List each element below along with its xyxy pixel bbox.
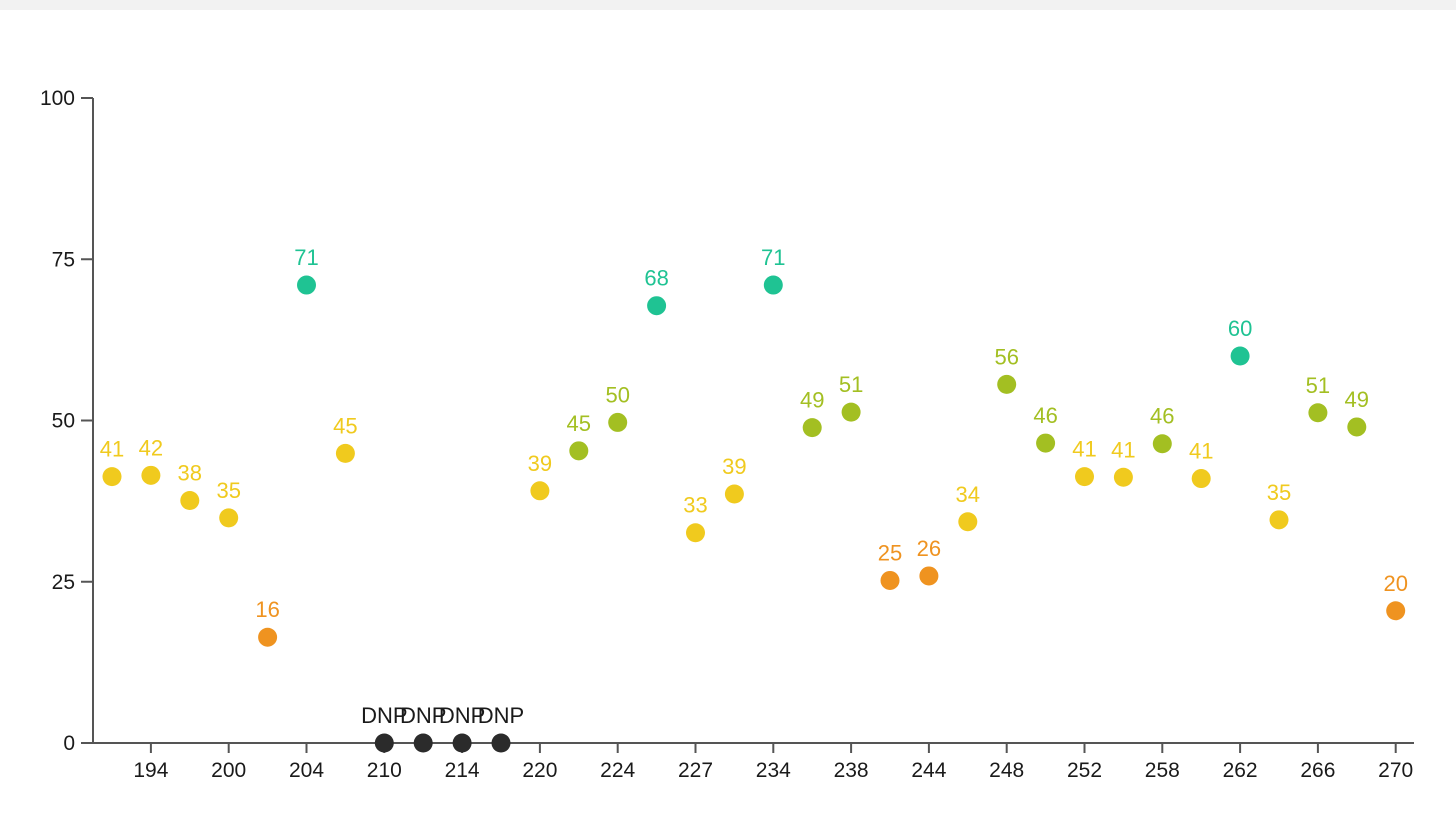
data-point <box>1308 403 1328 423</box>
data-label: 49 <box>800 388 824 413</box>
data-point <box>1036 433 1056 453</box>
x-tick-label: 210 <box>367 759 402 782</box>
data-label: 45 <box>567 411 591 436</box>
data-labels: 41 423835167145DNPDNPDNPDNP39455068333971… <box>100 245 1408 728</box>
x-tick-label: 200 <box>211 759 246 782</box>
x-tick-label: 234 <box>756 759 791 782</box>
y-axis: 0 25 50 75 100 <box>40 87 94 755</box>
data-point <box>1230 346 1250 366</box>
data-label: 35 <box>1267 480 1291 505</box>
data-label: 35 <box>216 478 240 503</box>
data-label: 33 <box>683 493 707 518</box>
data-label: 51 <box>1306 373 1330 398</box>
data-point <box>724 484 744 504</box>
x-tick-label: 270 <box>1378 759 1413 782</box>
data-label: 26 <box>917 536 941 561</box>
data-point <box>763 275 783 295</box>
data-label: 41 <box>1111 437 1135 462</box>
y-tick-label: 100 <box>40 87 75 110</box>
data-label: 49 <box>1345 387 1369 412</box>
data-label: 39 <box>528 451 552 476</box>
data-point <box>297 275 316 295</box>
data-point <box>258 627 278 647</box>
data-point <box>880 570 900 590</box>
data-label: 41 <box>100 437 124 462</box>
data-label: DNP <box>361 703 407 728</box>
data-point <box>374 733 394 753</box>
data-label: 25 <box>878 540 902 565</box>
x-tick-label: 238 <box>834 759 869 782</box>
y-tick-label: 50 <box>52 410 75 433</box>
data-point <box>413 733 433 753</box>
data-point <box>1269 510 1289 530</box>
y-tick-label: 0 <box>63 732 75 755</box>
data-point <box>958 512 978 532</box>
y-tick-label: 75 <box>52 248 75 271</box>
data-point <box>686 523 705 543</box>
data-label: 39 <box>722 454 746 479</box>
top-bar <box>0 0 1456 10</box>
x-tick-label: 220 <box>522 759 557 782</box>
data-point <box>1386 601 1406 621</box>
data-label: 50 <box>605 382 629 407</box>
data-point <box>997 374 1017 394</box>
x-tick-label: 248 <box>989 759 1024 782</box>
data-point <box>608 412 628 432</box>
data-label: 16 <box>255 597 279 622</box>
data-label: 38 <box>178 460 202 485</box>
x-tick-label: 252 <box>1067 759 1102 782</box>
data-label: 51 <box>839 372 863 397</box>
data-point <box>1191 469 1211 489</box>
data-points <box>102 275 1406 753</box>
data-label: 60 <box>1228 316 1252 341</box>
data-point <box>1113 467 1133 487</box>
data-label: 68 <box>644 266 668 291</box>
data-label: 34 <box>956 482 980 507</box>
data-label: 71 <box>761 245 785 270</box>
data-label: 71 <box>294 245 318 270</box>
data-point <box>530 481 550 501</box>
data-point <box>452 733 472 753</box>
data-label: 41 <box>1189 439 1213 464</box>
data-label: 42 <box>139 435 163 460</box>
x-tick-label: 244 <box>911 759 946 782</box>
data-label: DNP <box>439 703 485 728</box>
data-label: 45 <box>333 413 357 438</box>
x-tick-label: 194 <box>133 759 168 782</box>
data-point <box>335 443 355 463</box>
data-point <box>569 441 589 461</box>
x-tick-label: 262 <box>1223 759 1258 782</box>
data-point <box>1152 434 1172 454</box>
data-point <box>1347 417 1367 437</box>
data-point <box>141 465 161 485</box>
data-point <box>219 508 239 528</box>
data-label: 41 <box>1072 437 1096 462</box>
data-point <box>180 490 200 510</box>
y-tick-label: 25 <box>52 571 75 594</box>
data-label: DNP <box>478 703 524 728</box>
data-point <box>1075 467 1094 487</box>
data-label: 46 <box>1033 403 1057 428</box>
data-point <box>647 296 667 316</box>
data-point <box>802 418 822 438</box>
x-tick-label: 204 <box>289 759 324 782</box>
data-label: 20 <box>1383 571 1407 596</box>
x-tick-label: 266 <box>1300 759 1335 782</box>
data-point <box>919 566 939 586</box>
x-tick-label: 224 <box>600 759 635 782</box>
x-tick-label: 227 <box>678 759 713 782</box>
data-point <box>102 467 122 487</box>
data-label: 56 <box>994 344 1018 369</box>
x-axis: 194 200 204 210 214 220 224 227 234 238 244 248 252 2… <box>93 742 1414 782</box>
x-tick-label: 258 <box>1145 759 1180 782</box>
data-label: DNP <box>400 703 446 728</box>
data-label: 46 <box>1150 404 1174 429</box>
x-tick-label: 214 <box>445 759 480 782</box>
data-point <box>491 733 511 753</box>
data-point <box>841 402 861 422</box>
